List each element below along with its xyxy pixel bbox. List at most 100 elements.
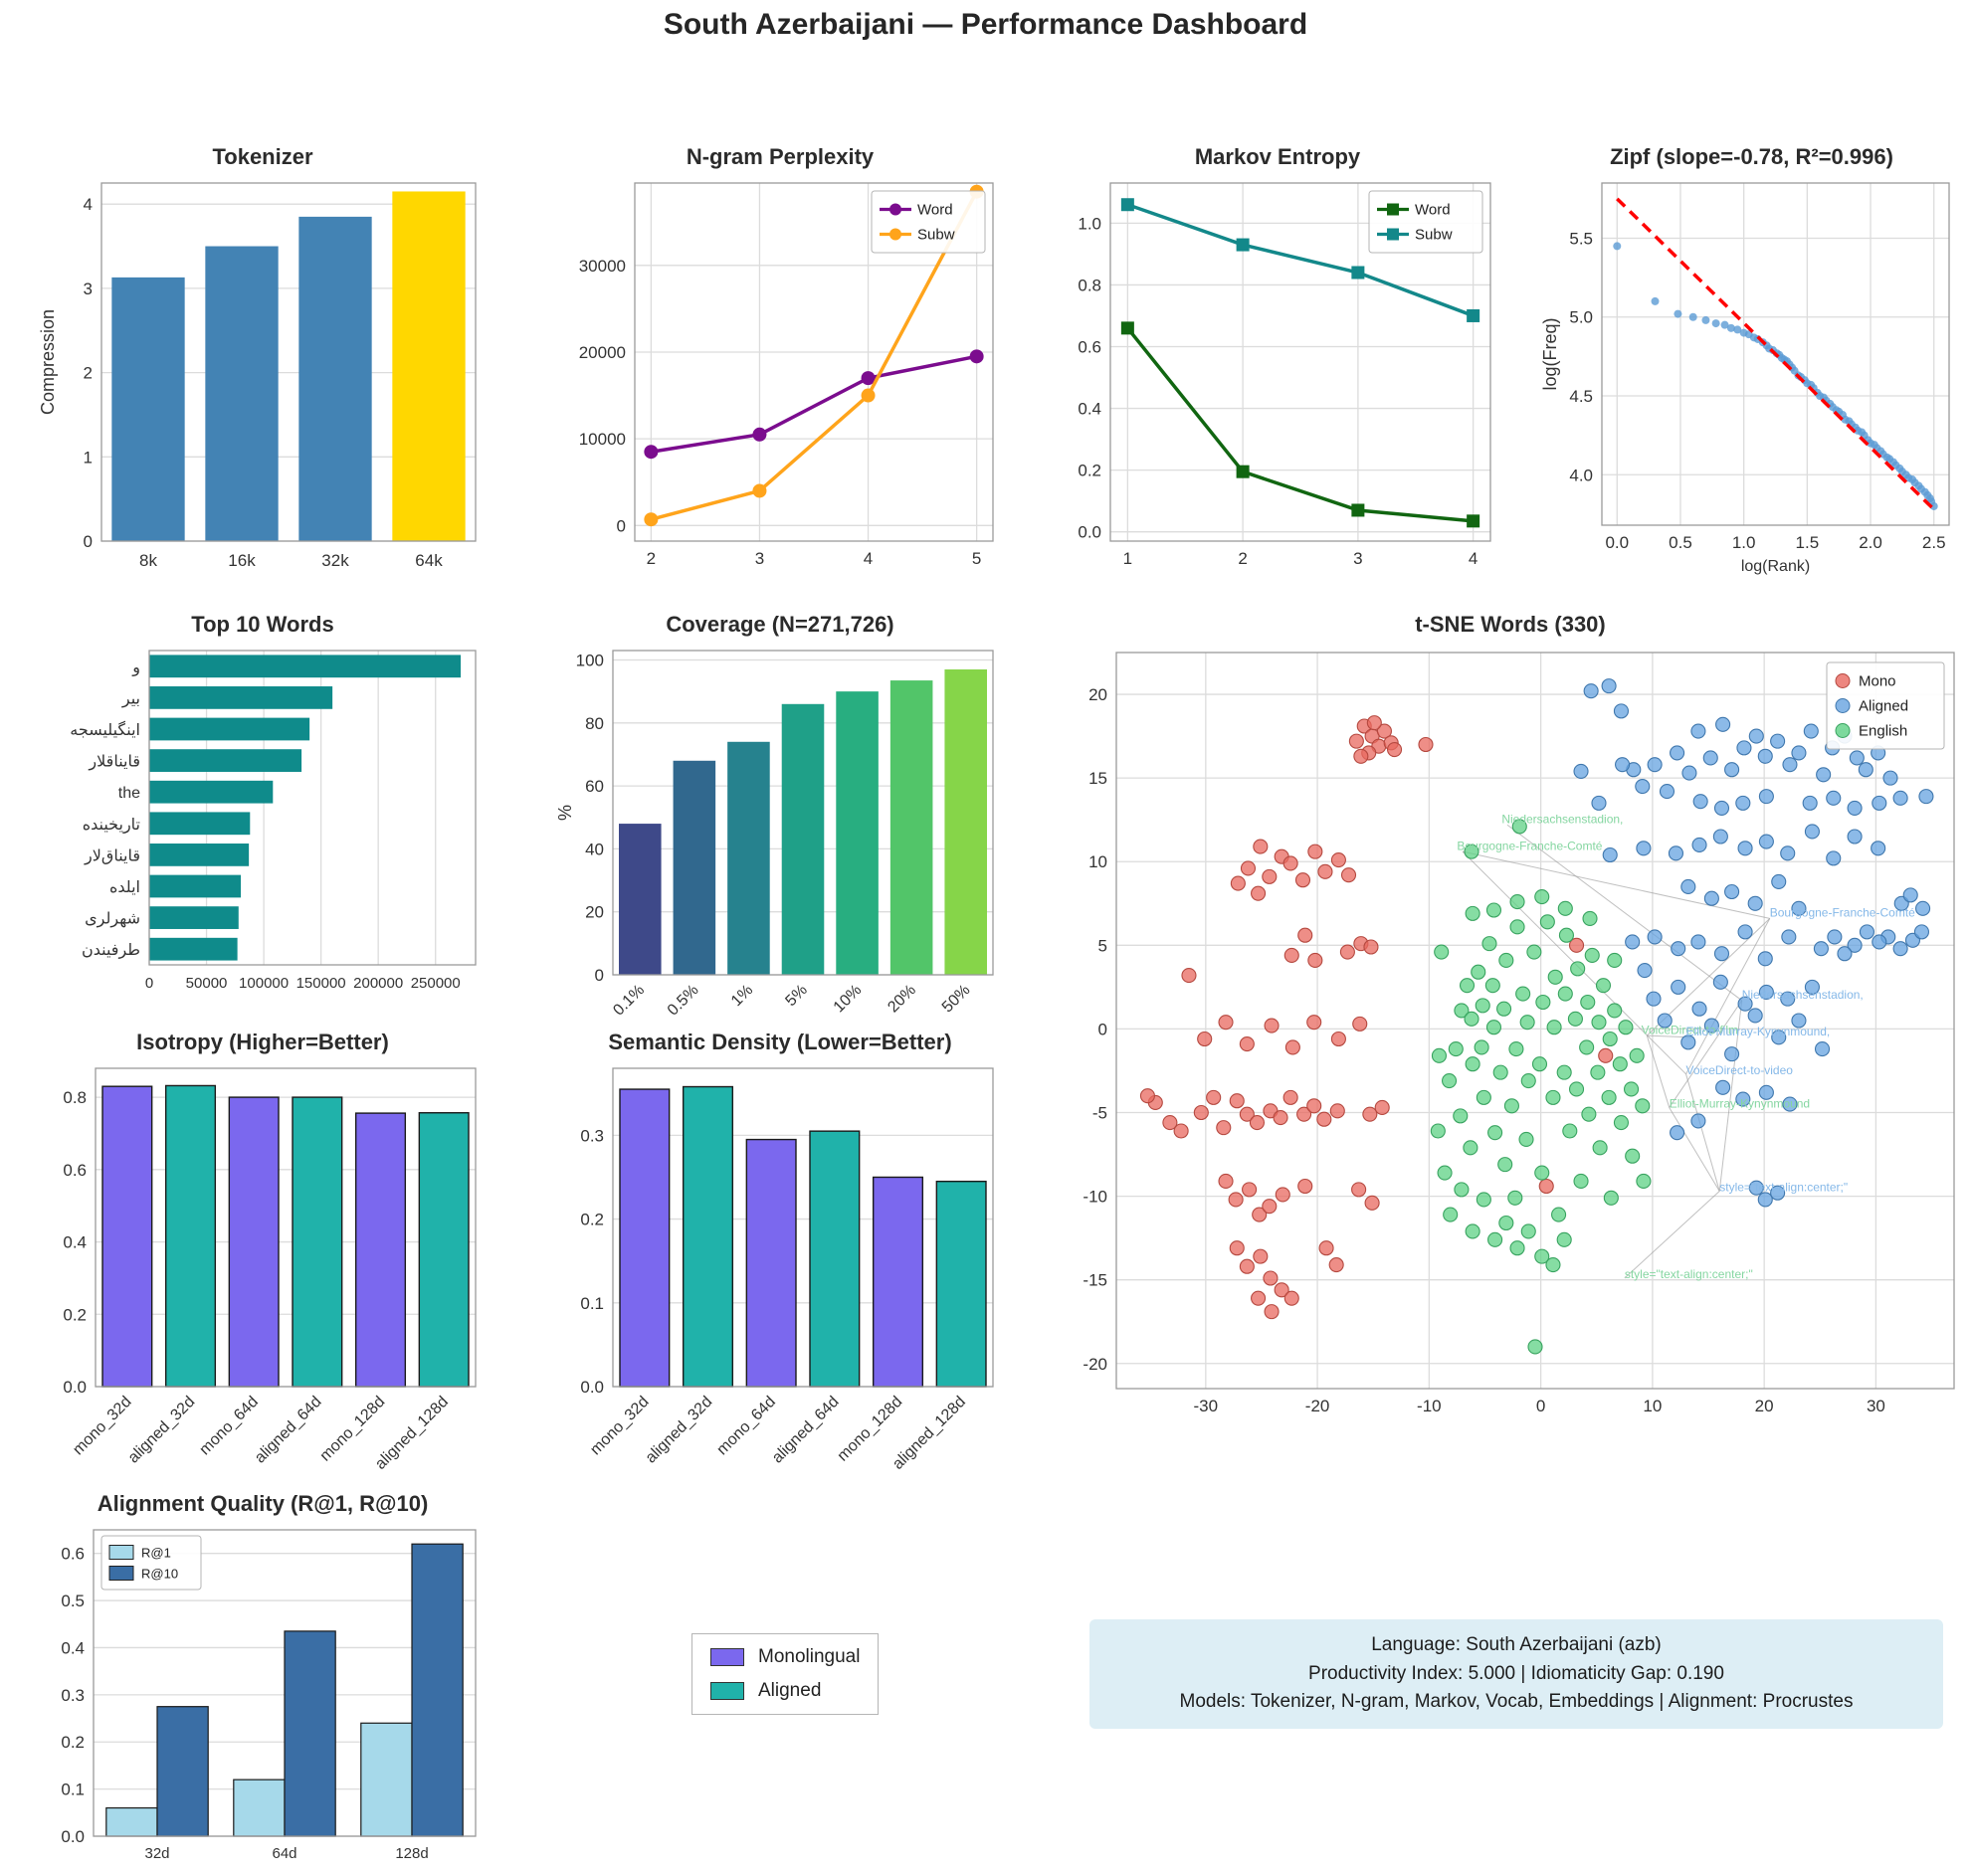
- svg-text:2: 2: [647, 549, 656, 568]
- svg-text:0.6: 0.6: [61, 1545, 85, 1564]
- svg-text:قایناق‌لار: قایناق‌لار: [84, 847, 140, 865]
- svg-text:4: 4: [1469, 549, 1478, 568]
- svg-text:style="text-align:center;": style="text-align:center;": [1625, 1267, 1753, 1281]
- svg-text:5: 5: [972, 549, 981, 568]
- monolingual-label: Monolingual: [758, 1646, 861, 1667]
- svg-text:30000: 30000: [579, 257, 626, 276]
- svg-text:aligned_32d: aligned_32d: [643, 1394, 716, 1467]
- svg-text:200000: 200000: [353, 975, 403, 992]
- svg-text:10: 10: [1088, 852, 1107, 871]
- svg-text:2: 2: [1238, 549, 1247, 568]
- svg-text:Subw: Subw: [1415, 227, 1453, 244]
- svg-text:3: 3: [1353, 549, 1362, 568]
- zipf-chart: 4.0 4.5 5.0 5.5 0.0 0.5 1.0 1.5 2.0 2.5 log(Freq) l…: [1540, 182, 1950, 575]
- info-line-models: Models: Tokenizer, N-gram, Markov, Vocab…: [1179, 1691, 1854, 1712]
- svg-text:Aligned: Aligned: [1859, 698, 1908, 715]
- svg-text:250000: 250000: [411, 975, 461, 992]
- svg-text:2.5: 2.5: [1922, 533, 1946, 552]
- svg-text:VoiceDirect-to-film: VoiceDirect-to-film: [1642, 1023, 1738, 1036]
- panel-ngram-perplexity: N-gram Perplexity 0 10000 20000 30000 2 3 4 5 Wo…: [555, 141, 1005, 581]
- chart-title-coverage: Coverage (N=271,726): [666, 612, 894, 637]
- svg-text:تاریخینده: تاریخینده: [83, 817, 140, 835]
- svg-text:0.0: 0.0: [1605, 533, 1629, 552]
- svg-text:R@10: R@10: [141, 1567, 178, 1582]
- svg-text:-10: -10: [1083, 1188, 1107, 1207]
- panel-tsne: t-SNE Words (330) -20 -15 -10 -5 0 5 10 15 20 -30…: [1053, 609, 1968, 1432]
- svg-text:0.8: 0.8: [63, 1088, 87, 1107]
- svg-text:VoiceDirect-to-video: VoiceDirect-to-video: [1686, 1063, 1794, 1077]
- svg-text:0: 0: [1098, 1020, 1107, 1038]
- svg-text:50%: 50%: [939, 982, 974, 1017]
- svg-text:بیر: بیر: [121, 690, 140, 708]
- svg-text:5.5: 5.5: [1569, 229, 1593, 248]
- svg-text:Niedersachsenstadion,: Niedersachsenstadion,: [1742, 988, 1864, 1002]
- svg-text:30: 30: [1867, 1397, 1885, 1415]
- monolingual-swatch: [710, 1648, 744, 1666]
- svg-text:1: 1: [1123, 549, 1132, 568]
- svg-text:R@1: R@1: [141, 1546, 171, 1561]
- svg-text:0.3: 0.3: [61, 1686, 85, 1705]
- chart-title-alignment: Alignment Quality (R@1, R@10): [97, 1491, 429, 1516]
- svg-text:15: 15: [1088, 769, 1107, 788]
- alignment-quality-chart: 0.0 0.1 0.2 0.3 0.4 0.5 0.6 32d 64d 128d R@1 R@10: [61, 1529, 477, 1862]
- svg-text:-5: -5: [1092, 1104, 1107, 1123]
- svg-text:16k: 16k: [228, 551, 256, 570]
- svg-text:Mono: Mono: [1859, 673, 1896, 690]
- svg-text:1.5: 1.5: [1796, 533, 1820, 552]
- svg-text:Elliot-Murray-Kynynmound,: Elliot-Murray-Kynynmound,: [1686, 1025, 1831, 1038]
- svg-text:mono_32d: mono_32d: [587, 1394, 652, 1458]
- series-legend: Monolingual Aligned: [691, 1633, 880, 1715]
- svg-text:log(Freq): log(Freq): [1540, 317, 1560, 390]
- markov-entropy-chart: 0.0 0.2 0.4 0.6 0.8 1.0 1 2 3 4 Word Subw: [1078, 182, 1491, 568]
- svg-text:-20: -20: [1083, 1355, 1107, 1374]
- info-line-language: Language: South Azerbaijani (azb): [1371, 1634, 1662, 1655]
- chart-title-markov: Markov Entropy: [1194, 144, 1361, 169]
- svg-text:1.0: 1.0: [1732, 533, 1756, 552]
- svg-text:-10: -10: [1417, 1397, 1442, 1415]
- svg-text:Bourgogne-Franche-Comté: Bourgogne-Franche-Comté: [1457, 839, 1602, 852]
- svg-text:1.0: 1.0: [1078, 214, 1101, 233]
- panel-alignment-quality: Alignment Quality (R@1, R@10) 0.0 0.1 0.2 0…: [38, 1488, 488, 1870]
- svg-text:اینگیلیسجه: اینگیلیسجه: [70, 720, 140, 739]
- svg-text:2: 2: [84, 364, 93, 383]
- svg-text:64k: 64k: [415, 551, 443, 570]
- svg-text:0: 0: [595, 966, 604, 985]
- top-words-chart: 0 50000 100000 150000 200000 250000 و بیر اینگیل…: [70, 650, 477, 992]
- svg-text:English: English: [1859, 723, 1907, 740]
- info-box: Language: South Azerbaijani (azb) Produc…: [1089, 1619, 1943, 1729]
- legend-item-aligned: Aligned: [710, 1680, 860, 1702]
- svg-text:4.5: 4.5: [1569, 387, 1593, 406]
- page-title: South Azerbaijani — Performance Dashboar…: [663, 8, 1308, 41]
- chart-title-top-words: Top 10 Words: [191, 612, 334, 637]
- isotropy-chart: 0.0 0.2 0.4 0.6 0.8 mono_32daligned_32dmono_6…: [63, 1067, 477, 1473]
- svg-text:-15: -15: [1083, 1271, 1107, 1290]
- svg-text:0: 0: [1536, 1397, 1545, 1415]
- svg-text:0.0: 0.0: [1078, 523, 1101, 542]
- svg-text:mono_128d: mono_128d: [835, 1394, 906, 1465]
- semantic-density-chart: 0.0 0.1 0.2 0.3 mono_32daligned_32dmono_64da…: [580, 1067, 994, 1473]
- svg-text:4.0: 4.0: [1569, 466, 1593, 484]
- svg-text:0: 0: [145, 975, 153, 992]
- svg-text:5.0: 5.0: [1569, 308, 1593, 327]
- svg-text:mono_64d: mono_64d: [713, 1394, 778, 1458]
- svg-text:0.0: 0.0: [580, 1378, 604, 1397]
- svg-text:0.0: 0.0: [63, 1378, 87, 1397]
- svg-text:20: 20: [585, 903, 604, 922]
- svg-text:4: 4: [864, 549, 873, 568]
- svg-text:0.6: 0.6: [63, 1161, 87, 1180]
- tsne-chart: -20 -15 -10 -5 0 5 10 15 20 -30 -20 -10 0 10 20 30 Niede…: [1083, 652, 1955, 1415]
- svg-text:20: 20: [1088, 685, 1107, 704]
- svg-text:Bourgogne-Franche-Comté: Bourgogne-Franche-Comté: [1770, 906, 1915, 920]
- svg-text:0.2: 0.2: [63, 1305, 87, 1324]
- chart-title-semantic: Semantic Density (Lower=Better): [608, 1030, 952, 1054]
- svg-text:5: 5: [1098, 936, 1107, 955]
- legend-item-monolingual: Monolingual: [710, 1646, 860, 1668]
- panel-coverage: Coverage (N=271,726) 0 20 40 60 80 100 0.1% 0.5…: [555, 609, 1005, 1044]
- svg-text:mono_128d: mono_128d: [317, 1394, 389, 1465]
- svg-text:100000: 100000: [239, 975, 289, 992]
- svg-text:mono_64d: mono_64d: [196, 1394, 261, 1458]
- svg-text:32d: 32d: [144, 1845, 169, 1862]
- panel-isotropy: Isotropy (Higher=Better) 0.0 0.2 0.4 0.6 0.8…: [38, 1027, 488, 1482]
- svg-text:8k: 8k: [139, 551, 157, 570]
